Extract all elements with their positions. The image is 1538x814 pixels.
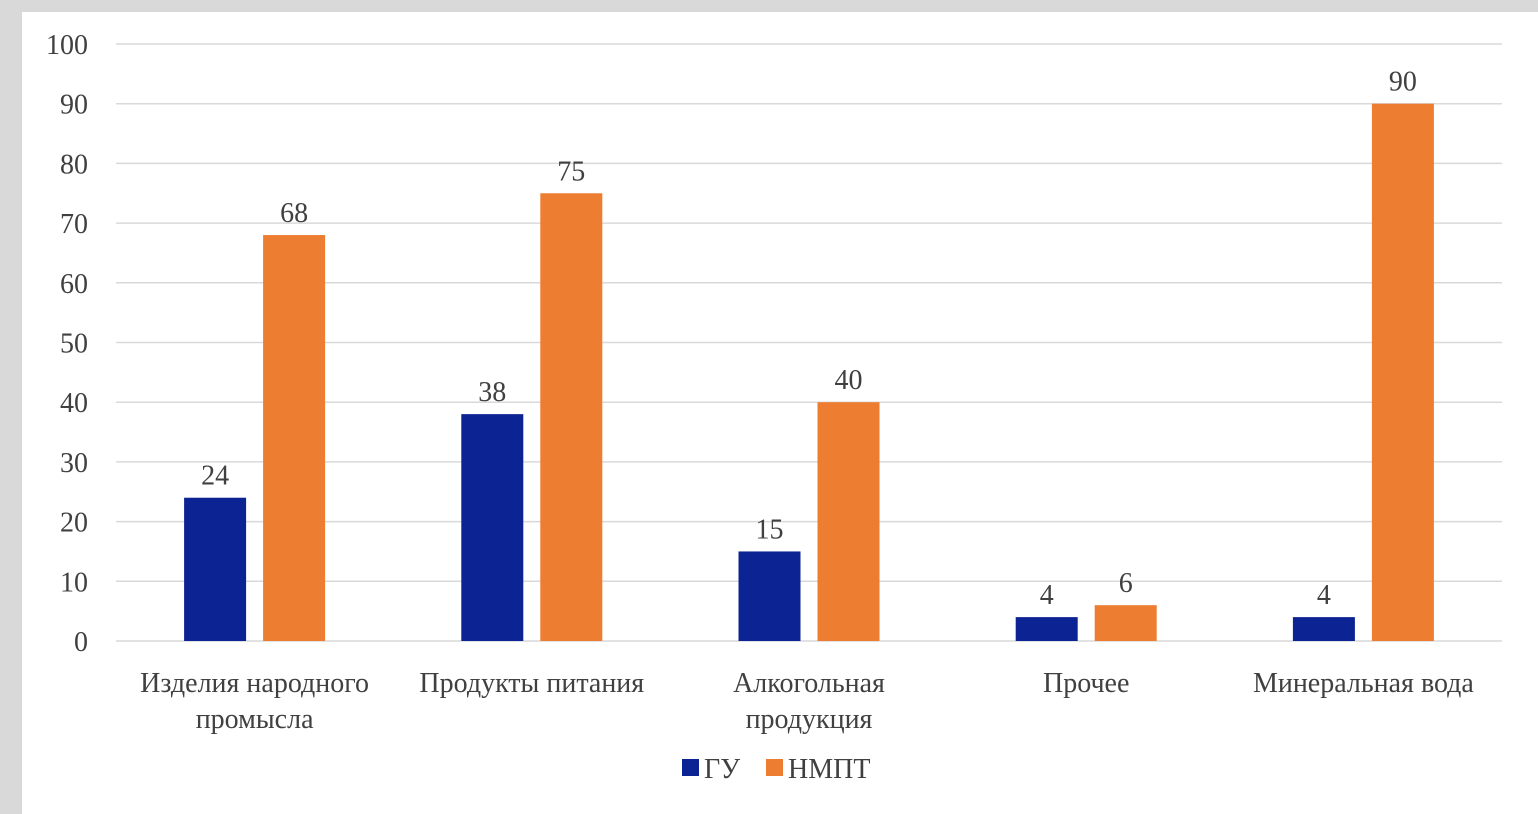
bar-nmpt xyxy=(1371,103,1434,641)
data-labels: 24 68 38 75 15 40 4 6 4 90 xyxy=(201,67,1417,611)
data-label: 6 xyxy=(1119,568,1133,599)
data-label: 4 xyxy=(1040,580,1054,611)
data-label: 68 xyxy=(280,198,308,229)
legend-swatch xyxy=(682,759,699,776)
data-label: 15 xyxy=(756,514,784,545)
y-tick-label: 40 xyxy=(60,388,88,419)
legend-label: ГУ xyxy=(704,754,740,785)
category-label: продукция xyxy=(746,704,873,735)
legend-swatch xyxy=(766,759,783,776)
bar-chart: 0 10 20 30 40 50 60 70 80 90 100 24 68 38 75 15 40 4 6 4 90… xyxy=(46,30,1502,785)
data-label: 24 xyxy=(201,461,229,492)
y-tick-label: 50 xyxy=(60,329,88,360)
y-tick-label: 60 xyxy=(60,269,88,300)
y-axis-ticks: 0 10 20 30 40 50 60 70 80 90 100 xyxy=(46,30,88,658)
y-tick-label: 10 xyxy=(60,567,88,598)
bar-nmpt xyxy=(817,402,880,641)
y-tick-label: 30 xyxy=(60,448,88,479)
bar-nmpt xyxy=(540,193,603,641)
bar-nmpt xyxy=(263,235,326,642)
data-label: 38 xyxy=(478,377,506,408)
data-label: 40 xyxy=(835,365,863,396)
bar-nmpt xyxy=(1094,605,1157,641)
data-label: 4 xyxy=(1317,580,1331,611)
category-label: промысла xyxy=(196,704,314,735)
category-label: Минеральная вода xyxy=(1253,668,1474,699)
y-tick-label: 20 xyxy=(60,508,88,539)
bar-gu xyxy=(1015,617,1078,641)
data-label: 75 xyxy=(557,156,585,187)
data-label: 90 xyxy=(1389,67,1417,98)
bar-gu xyxy=(738,551,801,641)
chart-frame: 0 10 20 30 40 50 60 70 80 90 100 24 68 38 75 15 40 4 6 4 90… xyxy=(22,12,1538,814)
category-label: Алкогольная xyxy=(733,668,885,699)
category-label: Продукты питания xyxy=(419,668,644,699)
y-tick-label: 100 xyxy=(46,30,88,61)
gridlines xyxy=(116,43,1502,642)
y-tick-label: 80 xyxy=(60,149,88,180)
category-labels: Изделия народного промысла Продукты питани… xyxy=(140,668,1474,735)
category-label: Прочее xyxy=(1043,668,1129,699)
bar-gu xyxy=(184,497,247,641)
legend: ГУ НМПТ xyxy=(682,754,870,785)
y-tick-label: 70 xyxy=(60,209,88,240)
y-tick-label: 0 xyxy=(74,627,88,658)
bar-gu xyxy=(461,414,524,641)
y-tick-label: 90 xyxy=(60,90,88,121)
bar-gu xyxy=(1292,617,1355,641)
bars xyxy=(184,103,1434,642)
legend-label: НМПТ xyxy=(788,754,870,785)
category-label: Изделия народного xyxy=(140,668,369,699)
